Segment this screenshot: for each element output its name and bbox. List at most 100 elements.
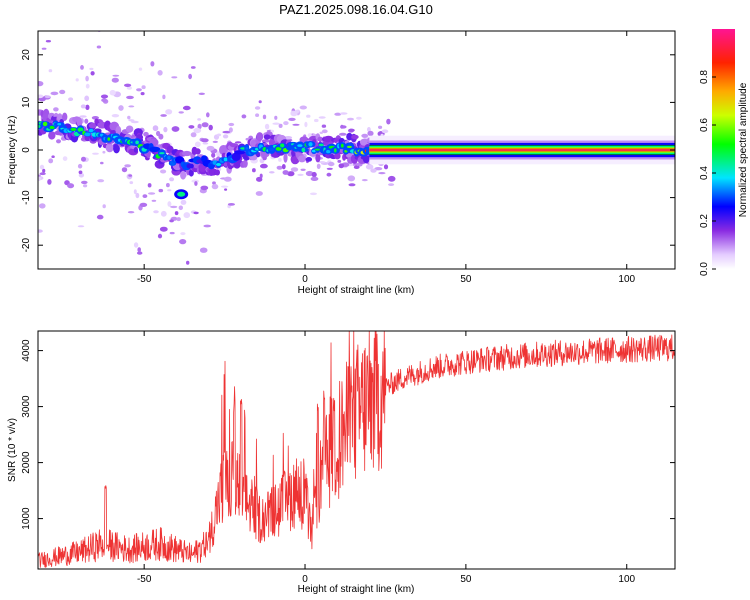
spectrogram-noise-blob — [39, 172, 46, 176]
spectrogram-noise-blob — [290, 111, 298, 117]
spectrogram-noise-blob — [222, 134, 229, 139]
spectrogram-noise-blob — [171, 126, 180, 132]
spectrogram-noise-blob — [51, 155, 55, 158]
spectrogram-ridge-core — [308, 142, 313, 147]
spectrogram-noise-blob — [128, 105, 135, 108]
spectrogram-noise-blob — [165, 109, 173, 115]
spectrogram-noise-blob — [178, 205, 183, 211]
spectrogram-y-tick-label: -20 — [21, 238, 32, 253]
spectrogram-noise-blob — [160, 169, 167, 174]
spectrogram-noise-blob — [290, 167, 299, 172]
spectrogram-noise-blob — [89, 67, 94, 71]
spectrogram-noise-blob — [80, 104, 86, 109]
spectrogram-x-tick-label: -50 — [137, 274, 152, 285]
spectrogram-noise-blob — [252, 168, 256, 173]
spectrogram-halo-blob — [315, 153, 321, 163]
spectrogram-ridge-core — [70, 127, 77, 131]
spectrogram-noise-blob — [228, 122, 235, 127]
spectrogram-ridge-core — [326, 149, 331, 154]
spectrogram-noise-blob — [56, 139, 61, 144]
spectrogram-carrier-band — [369, 149, 675, 151]
spectrogram-noise-blob — [353, 165, 360, 169]
spectrogram-noise-blob — [370, 168, 377, 173]
spectrogram-noise-blob — [348, 128, 355, 132]
spectrogram-ridge-core — [301, 147, 306, 153]
spectrogram-noise-blob — [307, 133, 312, 138]
spectrogram-noise-blob — [321, 129, 328, 134]
spectrogram-noise-blob — [305, 170, 314, 177]
spectrogram-noise-blob — [254, 106, 261, 110]
spectrogram-noise-blob — [255, 191, 263, 196]
snr-x-tick-label: 0 — [302, 574, 308, 585]
spectrogram-noise-blob — [367, 130, 374, 137]
spectrogram-noise-blob — [169, 231, 175, 235]
spectrogram-noise-blob — [126, 95, 134, 100]
spectrogram-noise-blob — [48, 69, 53, 73]
spectrogram-noise-blob — [378, 172, 386, 175]
spectrogram-ridge-core — [167, 155, 171, 160]
spectrogram-noise-blob — [182, 105, 191, 111]
spectrogram-noise-blob — [197, 118, 202, 121]
spectrogram-halo-blob — [133, 146, 138, 153]
spectrogram-noise-blob — [224, 188, 228, 191]
spectrogram-halo-blob — [297, 155, 307, 163]
spectrogram-ridge-core — [135, 140, 139, 145]
spectrogram-noise-blob — [260, 163, 268, 169]
spectrogram-halo-blob — [94, 118, 99, 125]
spectrogram-isolated-core — [177, 191, 186, 197]
spectrogram-x-ticks: -50 0 50 100 — [137, 31, 636, 285]
spectrogram-ridge-core — [84, 132, 91, 137]
spectrogram-noise-blob — [38, 174, 41, 177]
spectrogram-noise-blob — [310, 192, 317, 196]
spectrogram-noise-blob — [381, 129, 389, 134]
spectrogram-halo-blob — [223, 162, 228, 167]
snr-series-line — [38, 331, 675, 568]
spectrogram-halo-blob — [263, 134, 271, 140]
spectrogram-noise-blob — [361, 179, 368, 182]
spectrogram-noise-blob — [128, 119, 135, 122]
spectrogram-ridge-core — [314, 148, 321, 151]
spectrogram-noise-blob — [133, 189, 137, 195]
spectrogram-ridge-core — [275, 147, 282, 151]
spectrogram-noise-blob — [141, 85, 146, 90]
spectrogram-noise-blob — [79, 115, 87, 118]
spectrogram-noise-blob — [347, 175, 356, 182]
spectrogram-halo-blob — [180, 170, 187, 180]
spectrogram-noise-blob — [67, 183, 75, 189]
spectrogram-noise-blob — [283, 121, 289, 126]
spectrogram-noise-blob — [83, 184, 88, 188]
spectrogram-noise-blob — [151, 199, 157, 202]
spectrogram-noise-blob — [188, 275, 195, 278]
colorbar-tick-label: 0.6 — [699, 118, 710, 132]
spectrogram-noise-blob — [356, 116, 362, 120]
snr-x-label: Height of straight line (km) — [298, 584, 415, 595]
spectrogram-noise-blob — [276, 165, 283, 170]
spectrogram-noise-blob — [96, 45, 102, 49]
spectrogram-noise-blob — [169, 219, 174, 223]
spectrogram-ridge-core — [280, 143, 285, 148]
spectrogram-noise-blob — [190, 132, 197, 138]
spectrogram-halo-blob — [215, 169, 220, 176]
spectrogram-ridge-core — [152, 147, 158, 151]
spectrogram-noise-blob — [326, 167, 333, 170]
spectrogram-noise-blob — [157, 70, 163, 76]
spectrogram-noise-blob — [339, 132, 347, 136]
spectrogram-ridge-core — [38, 124, 41, 129]
spectrogram-noise-blob — [62, 156, 68, 162]
spectrogram-noise-blob — [136, 88, 142, 92]
spectrogram-halo-blob — [125, 125, 134, 133]
spectrogram-noise-blob — [42, 168, 46, 173]
spectrogram-noise-blob — [278, 123, 283, 128]
spectrogram-halo-blob — [256, 132, 264, 142]
spectrogram-x-tick-label: 50 — [460, 274, 472, 285]
spectrogram-halo-blob — [242, 159, 248, 168]
snr-y-tick-label: 2000 — [21, 451, 32, 474]
spectrogram-noise-blob — [138, 67, 143, 71]
spectrogram-noise-blob — [299, 105, 307, 110]
spectrogram-noise-blob — [78, 173, 85, 178]
spectrogram-noise-blob — [202, 142, 209, 145]
spectrogram-noise-blob — [208, 124, 213, 131]
spectrogram-noise-blob — [255, 113, 260, 117]
spectrogram-ridge-core — [57, 123, 62, 126]
spectrogram-noise-blob — [338, 163, 345, 169]
